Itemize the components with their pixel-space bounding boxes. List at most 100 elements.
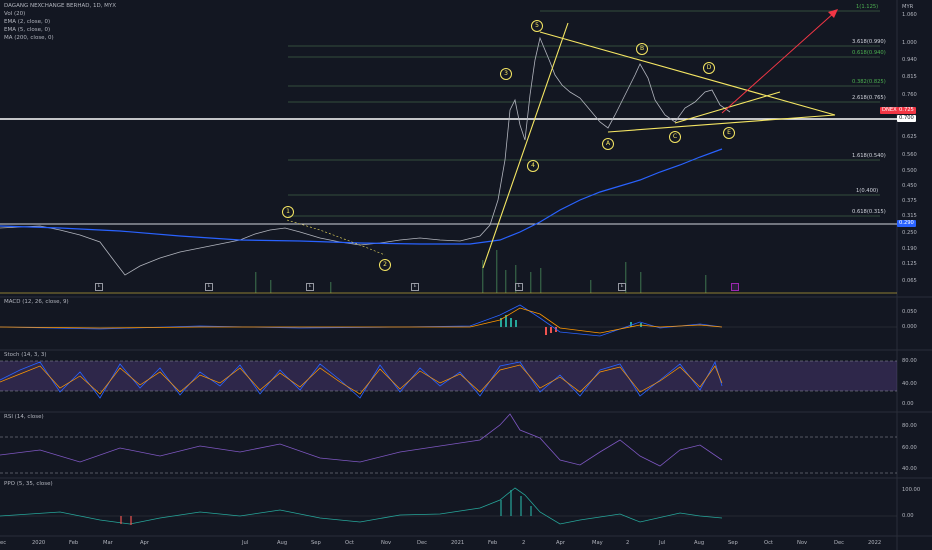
wave-a-marker: A	[602, 138, 614, 150]
macd-line	[0, 304, 723, 337]
earnings-mark[interactable]: E	[515, 283, 523, 291]
time-axis-label: Sep	[728, 540, 738, 546]
ppo-axis-label: 100.00	[902, 487, 921, 493]
time-axis-label: Nov	[797, 540, 808, 546]
ma200-line	[0, 148, 723, 245]
rsi-axis-label: 80.00	[902, 423, 917, 429]
earnings-mark[interactable]: E	[411, 283, 419, 291]
wave-d-marker: D	[703, 62, 715, 74]
wave-lines	[286, 22, 836, 269]
price-axis-label: 0.375	[902, 198, 917, 204]
volume-bars	[255, 250, 707, 293]
wave-2-marker: 2	[379, 259, 391, 271]
price-axis-label: 0.315	[902, 213, 917, 219]
dividend-mark[interactable]	[731, 283, 739, 291]
currency-label: MYR	[902, 4, 914, 10]
time-axis-label: Oct	[764, 540, 773, 546]
indicator-ema5[interactable]: EMA (5, close, 0)	[4, 27, 51, 33]
ppo-title[interactable]: PPO (5, 35, close)	[4, 481, 53, 487]
wave-5-marker: 5	[531, 20, 543, 32]
macd-hist	[500, 315, 642, 335]
wave-b-marker: B	[636, 43, 648, 55]
time-axis-label: Apr	[556, 540, 565, 546]
fib-label: 0.382(0.825)	[852, 79, 886, 85]
time-axis-label: 2	[626, 540, 630, 546]
time-axis-label: Aug	[694, 540, 705, 546]
wave-3-marker: 3	[500, 68, 512, 80]
time-axis-label: Apr	[140, 540, 149, 546]
price-axis-label: 0.250	[902, 230, 917, 236]
price-axis-label: 1.000	[902, 40, 917, 46]
fib-label: 3.618(0.990)	[852, 39, 886, 45]
last-price-tag: 0.725	[897, 107, 916, 114]
low-tag: 0.290	[897, 220, 916, 227]
rsi-line	[0, 413, 723, 467]
earnings-mark[interactable]: E	[95, 283, 103, 291]
macd-title[interactable]: MACD (12, 26, close, 9)	[4, 299, 69, 305]
time-axis-label: Dec	[417, 540, 428, 546]
price-axis-label: 0.940	[902, 57, 917, 63]
macd-axis-label: 0.050	[902, 309, 917, 315]
wave-1-marker: 1	[282, 206, 294, 218]
ppo-line	[0, 487, 723, 525]
rsi-axis-label: 40.00	[902, 466, 917, 472]
stoch-axis-label: 80.00	[902, 358, 917, 364]
rsi-title[interactable]: RSI (14, close)	[4, 414, 44, 420]
time-axis-label: Feb	[488, 540, 498, 546]
stoch-band	[0, 361, 897, 391]
time-axis-label: Dec	[834, 540, 845, 546]
stoch-axis-label: 0.00	[902, 401, 914, 407]
price-axis-label: 0.190	[902, 246, 917, 252]
earnings-mark[interactable]: E	[618, 283, 626, 291]
indicator-ma200[interactable]: MA (200, close, 0)	[4, 35, 54, 41]
time-axis-label: Jul	[659, 540, 666, 546]
level-tag: 0.700	[897, 115, 916, 122]
price-line	[0, 36, 731, 276]
wave-c-marker: C	[669, 131, 681, 143]
fib-label: 0.618(0.940)	[852, 50, 886, 56]
fib-label: 0.618(0.315)	[852, 209, 886, 215]
time-axis-label: 2	[522, 540, 526, 546]
ppo-hist	[120, 490, 532, 525]
fib-levels	[288, 10, 880, 217]
stoch-axis-label: 40.00	[902, 381, 917, 387]
indicator-vol[interactable]: Vol (20)	[4, 11, 26, 17]
time-axis-label: Aug	[277, 540, 288, 546]
wave-4-marker: 4	[527, 160, 539, 172]
signal-line	[0, 307, 723, 334]
stoch-d	[0, 364, 723, 395]
fib-label: 1(0.400)	[856, 188, 879, 194]
indicator-ema2[interactable]: EMA (2, close, 0)	[4, 19, 51, 25]
ppo-axis-label: 0.00	[902, 513, 914, 519]
price-axis-label: 0.500	[902, 168, 917, 174]
price-axis-label: 0.065	[902, 278, 917, 284]
fib-label: 1.618(0.540)	[852, 153, 886, 159]
stoch-title[interactable]: Stoch (14, 3, 3)	[4, 352, 47, 358]
macd-axis-label: 0.000	[902, 324, 917, 330]
fib-label: 2.618(0.765)	[852, 95, 886, 101]
rsi-axis-label: 60.00	[902, 445, 917, 451]
time-axis-label: Jul	[242, 540, 249, 546]
price-axis-label: 0.760	[902, 92, 917, 98]
wave-e-marker: E	[723, 127, 735, 139]
earnings-mark[interactable]: E	[205, 283, 213, 291]
fib-label: 1(1.125)	[856, 4, 879, 10]
time-axis-label: 2021	[451, 540, 465, 546]
price-axis-label: 0.560	[902, 152, 917, 158]
price-axis-label: 0.625	[902, 134, 917, 140]
time-axis-label: Oct	[345, 540, 354, 546]
target-arrow	[721, 11, 836, 114]
time-axis-label: May	[592, 540, 603, 546]
time-axis-label: Sep	[311, 540, 321, 546]
symbol-tag: DNEX	[880, 107, 899, 114]
time-axis-label: 2022	[868, 540, 882, 546]
price-axis-label: 1.060	[902, 12, 917, 18]
price-axis-label: 0.815	[902, 74, 917, 80]
time-axis-label: 2020	[32, 540, 46, 546]
earnings-mark[interactable]: E	[306, 283, 314, 291]
time-axis-label: ec	[0, 540, 7, 546]
price-axis-label: 0.450	[902, 183, 917, 189]
symbol-title: DAGANG NEXCHANGE BERHAD, 1D, MYX	[4, 3, 117, 9]
time-axis-label: Feb	[69, 540, 79, 546]
